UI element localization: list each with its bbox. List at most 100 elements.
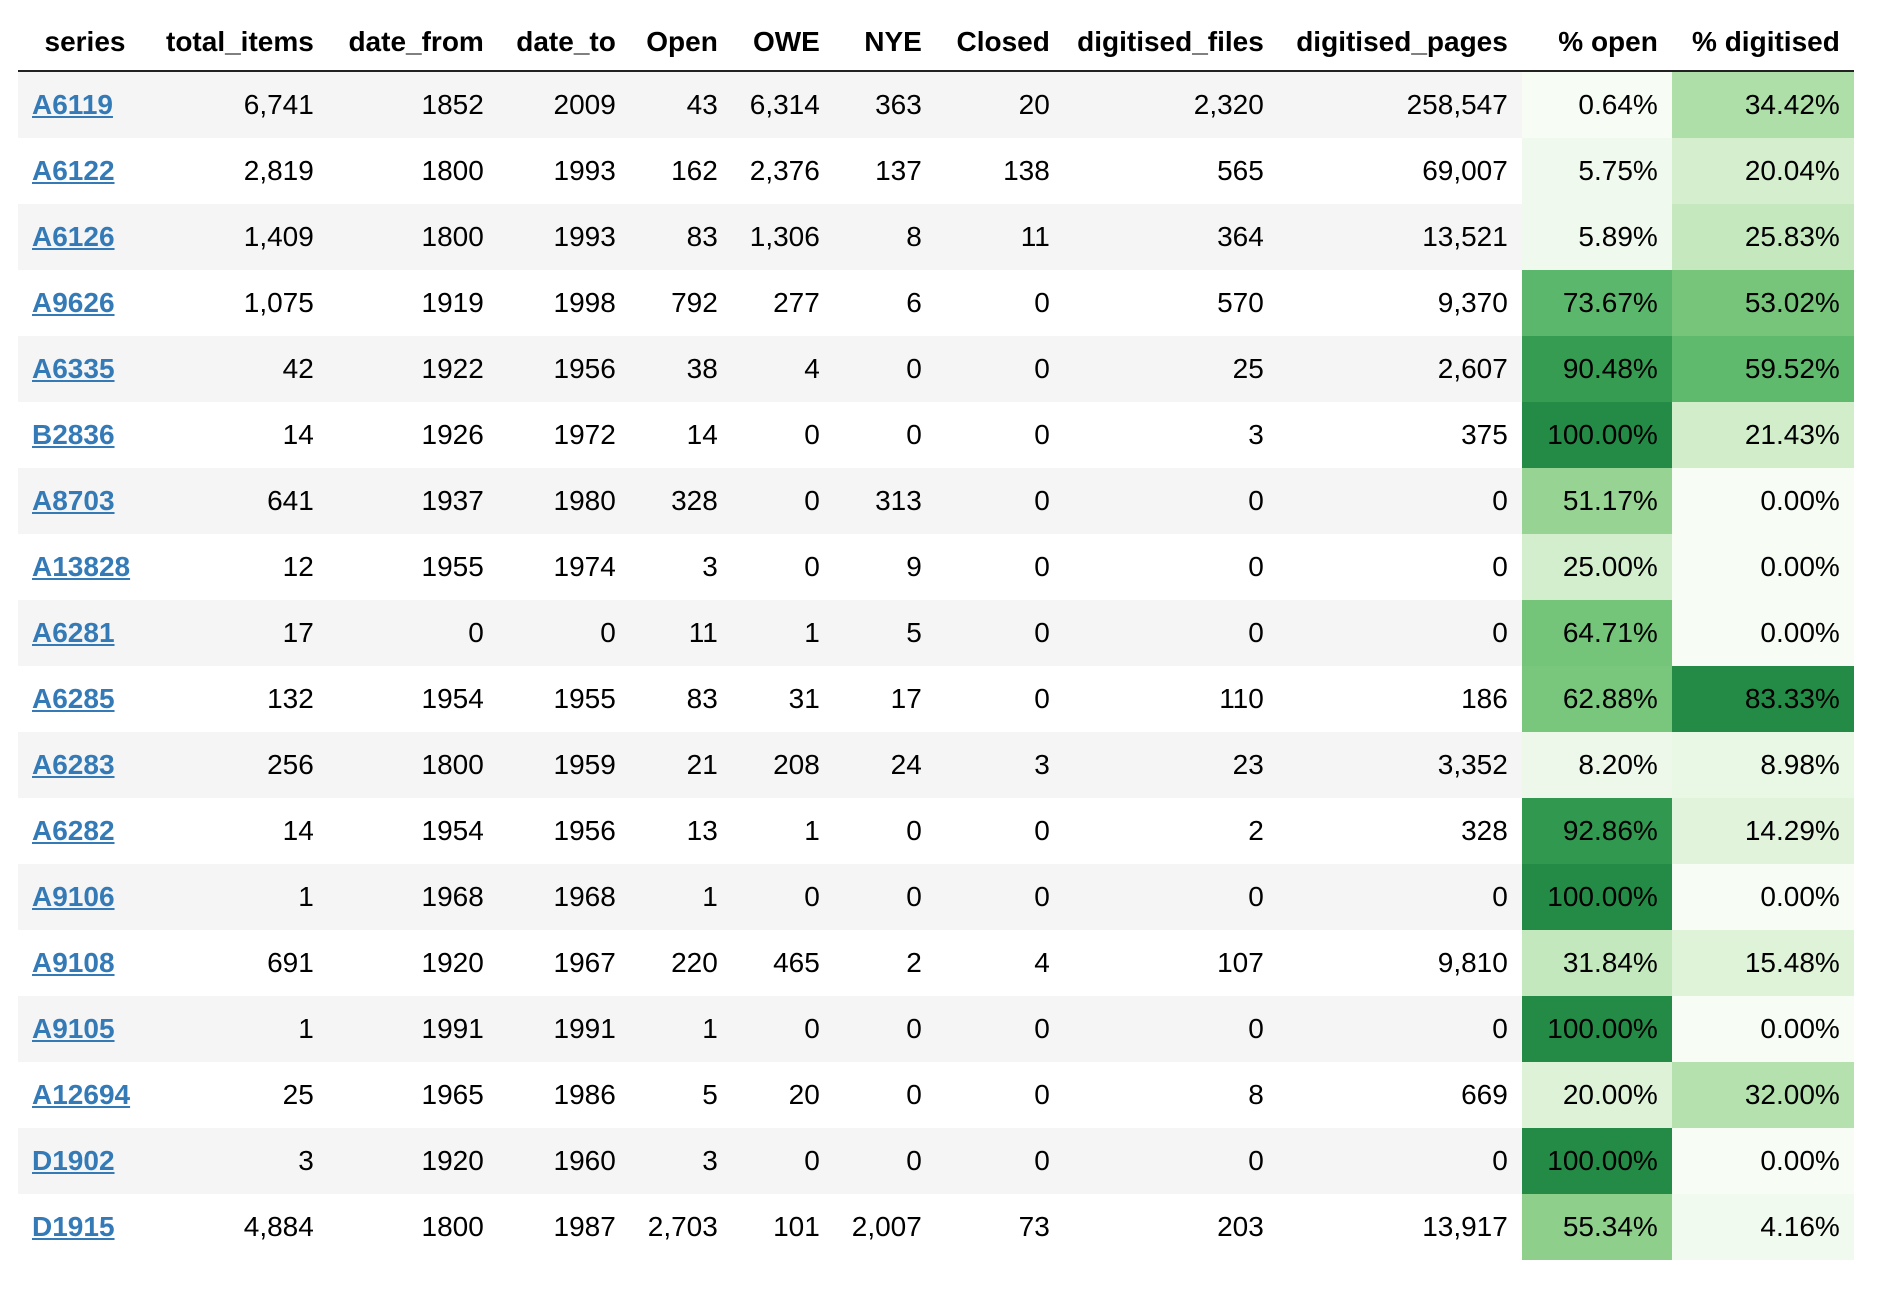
cell-digitised-files: 110 — [1063, 666, 1278, 732]
cell-Closed: 0 — [935, 1062, 1064, 1128]
cell-pct-digitised: 32.00% — [1671, 1062, 1854, 1128]
cell-digitised-pages: 375 — [1277, 402, 1522, 468]
cell-NYE: 8 — [833, 204, 936, 270]
cell-pct-digitised: 0.00% — [1671, 600, 1854, 666]
cell-Open: 11 — [629, 600, 732, 666]
cell-pct-open: 31.84% — [1521, 930, 1672, 996]
cell-digitised-pages: 186 — [1277, 666, 1522, 732]
cell-date-from: 1955 — [327, 534, 498, 600]
table-row: A9105 1 1991 1991 1 0 0 0 0 0 100.00% 0.00% — [18, 996, 1854, 1062]
table-row: A6283 256 1800 1959 21 208 24 3 23 3,352 8.20% 8.98… — [18, 732, 1854, 798]
cell-pct-digitised: 15.48% — [1671, 930, 1854, 996]
cell-digitised-pages: 669 — [1277, 1062, 1522, 1128]
cell-Closed: 20 — [935, 71, 1064, 138]
series-link[interactable]: A6126 — [32, 221, 115, 252]
cell-series: D1902 — [18, 1128, 156, 1194]
cell-Closed: 0 — [935, 468, 1064, 534]
series-link[interactable]: A6122 — [32, 155, 115, 186]
header-series: series — [18, 14, 156, 72]
cell-pct-open: 100.00% — [1521, 1128, 1672, 1194]
cell-total-items: 3 — [156, 1128, 328, 1194]
series-link[interactable]: A12694 — [32, 1079, 131, 1110]
cell-series: A6335 — [18, 336, 156, 402]
cell-digitised-pages: 9,370 — [1277, 270, 1522, 336]
cell-series: A9108 — [18, 930, 156, 996]
cell-date-from: 1954 — [327, 798, 498, 864]
cell-OWE: 0 — [731, 468, 834, 534]
series-link[interactable]: A8703 — [32, 485, 115, 516]
cell-pct-digitised: 0.00% — [1671, 1128, 1854, 1194]
cell-digitised-files: 0 — [1063, 534, 1278, 600]
series-link[interactable]: A9108 — [32, 947, 115, 978]
cell-series: A6119 — [18, 71, 156, 138]
cell-digitised-pages: 258,547 — [1277, 71, 1522, 138]
table-row: A6282 14 1954 1956 13 1 0 0 2 328 92.86% 14.29% — [18, 798, 1854, 864]
cell-total-items: 25 — [156, 1062, 328, 1128]
series-link[interactable]: A6282 — [32, 815, 115, 846]
table-row: D1902 3 1920 1960 3 0 0 0 0 0 100.00% 0.00% — [18, 1128, 1854, 1194]
cell-pct-open: 25.00% — [1521, 534, 1672, 600]
cell-Closed: 73 — [935, 1194, 1064, 1260]
cell-pct-digitised: 53.02% — [1671, 270, 1854, 336]
cell-pct-open: 90.48% — [1521, 336, 1672, 402]
cell-digitised-files: 0 — [1063, 996, 1278, 1062]
cell-date-to: 1974 — [497, 534, 630, 600]
cell-digitised-pages: 13,917 — [1277, 1194, 1522, 1260]
table-row: A6126 1,409 1800 1993 83 1,306 8 11 364 13,521 5.8… — [18, 204, 1854, 270]
cell-date-to: 1959 — [497, 732, 630, 798]
cell-Open: 3 — [629, 534, 732, 600]
cell-Closed: 4 — [935, 930, 1064, 996]
cell-pct-open: 100.00% — [1521, 864, 1672, 930]
cell-Closed: 11 — [935, 204, 1064, 270]
series-link[interactable]: A9106 — [32, 881, 115, 912]
series-link[interactable]: B2836 — [32, 419, 115, 450]
table-header: series total_items date_from date_to Ope… — [18, 14, 1854, 72]
cell-digitised-files: 23 — [1063, 732, 1278, 798]
header-date-from: date_from — [327, 14, 498, 72]
cell-NYE: 2 — [833, 930, 936, 996]
cell-date-from: 1800 — [327, 138, 498, 204]
table-row: A9626 1,075 1919 1998 792 277 6 0 570 9,370 73.67%… — [18, 270, 1854, 336]
series-link[interactable]: A6335 — [32, 353, 115, 384]
cell-date-to: 1998 — [497, 270, 630, 336]
cell-date-from: 1968 — [327, 864, 498, 930]
cell-date-to: 1986 — [497, 1062, 630, 1128]
cell-Open: 1 — [629, 864, 732, 930]
cell-total-items: 17 — [156, 600, 328, 666]
cell-OWE: 1,306 — [731, 204, 834, 270]
cell-digitised-pages: 3,352 — [1277, 732, 1522, 798]
cell-digitised-files: 565 — [1063, 138, 1278, 204]
cell-total-items: 132 — [156, 666, 328, 732]
header-open: Open — [629, 14, 732, 72]
series-link[interactable]: A6283 — [32, 749, 115, 780]
cell-total-items: 691 — [156, 930, 328, 996]
cell-digitised-files: 25 — [1063, 336, 1278, 402]
table-row: A8703 641 1937 1980 328 0 313 0 0 0 51.17% 0.00% — [18, 468, 1854, 534]
cell-Closed: 0 — [935, 534, 1064, 600]
series-link[interactable]: A9626 — [32, 287, 115, 318]
cell-total-items: 14 — [156, 798, 328, 864]
series-link[interactable]: A6119 — [32, 89, 113, 120]
series-summary-table-container: series total_items date_from date_to Ope… — [18, 14, 1854, 1260]
cell-digitised-files: 570 — [1063, 270, 1278, 336]
cell-Open: 14 — [629, 402, 732, 468]
series-link[interactable]: A6281 — [32, 617, 115, 648]
series-link[interactable]: A9105 — [32, 1013, 115, 1044]
cell-Closed: 0 — [935, 666, 1064, 732]
cell-digitised-pages: 0 — [1277, 468, 1522, 534]
cell-date-from: 1852 — [327, 71, 498, 138]
series-link[interactable]: D1915 — [32, 1211, 115, 1242]
cell-pct-open: 64.71% — [1521, 600, 1672, 666]
header-closed: Closed — [935, 14, 1064, 72]
cell-total-items: 4,884 — [156, 1194, 328, 1260]
series-link[interactable]: A13828 — [32, 551, 131, 582]
cell-Closed: 0 — [935, 1128, 1064, 1194]
cell-total-items: 12 — [156, 534, 328, 600]
cell-digitised-pages: 0 — [1277, 534, 1522, 600]
series-link[interactable]: D1902 — [32, 1145, 115, 1176]
cell-date-to: 1993 — [497, 138, 630, 204]
cell-series: A6285 — [18, 666, 156, 732]
cell-pct-open: 62.88% — [1521, 666, 1672, 732]
series-link[interactable]: A6285 — [32, 683, 115, 714]
cell-NYE: 0 — [833, 1128, 936, 1194]
